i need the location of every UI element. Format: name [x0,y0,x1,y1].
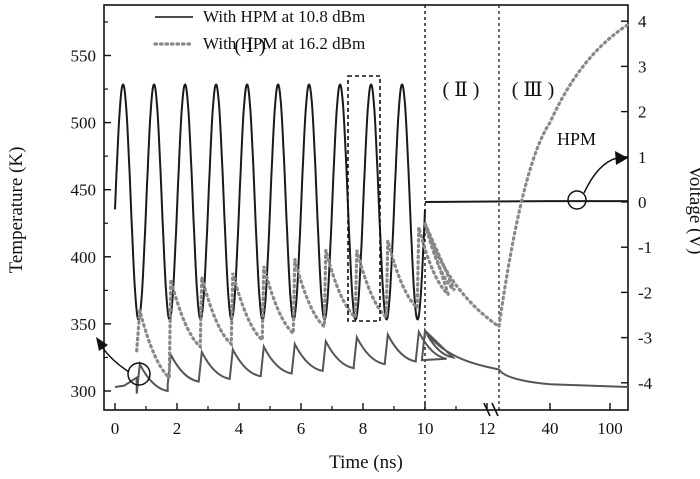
annotation-arrow-left [101,346,130,373]
y-right-tick-label: -4 [638,374,653,393]
y-right-tick-label: 4 [638,12,647,31]
y-left-tick-label: 350 [71,315,97,334]
x-tick-label: 8 [359,419,368,438]
y-right-tick-label: 0 [638,193,647,212]
region-label-ii: ( Ⅱ ) [443,79,480,101]
annotation-hpm-label: HPM [557,129,596,149]
plot-frame [103,4,629,411]
x-axis-ticks: 0 2 4 6 8 10 12 40 100 [111,403,623,438]
x-tick-label: 40 [542,419,559,438]
x-tick-label: 0 [111,419,120,438]
series-16-2-dbm [135,23,630,382]
y-left-tick-label: 450 [71,181,97,200]
legend-label-10-8: With HPM at 10.8 dBm [203,7,365,26]
y-left-axis-ticks: 300 350 400 450 500 550 [71,21,111,401]
x-tick-label: 100 [597,419,623,438]
y-right-tick-label: -2 [638,283,652,302]
x-axis-title: Time (ns) [329,452,403,473]
legend-label-16-2: With HPM at 16.2 dBm [203,34,365,53]
highlight-period-box [347,75,381,322]
x-tick-label: 12 [479,419,496,438]
y-left-axis-title: Temperature (K) [6,147,27,274]
x-tick-label: 6 [297,419,306,438]
y-right-tick-label: -1 [638,238,652,257]
y-left-tick-label: 400 [71,248,97,267]
y-right-tick-label: 3 [638,57,647,76]
series-hpm-voltage [114,83,628,321]
annotation-circle-voltage [567,190,587,210]
region-label-i: ( Ⅰ ) [234,35,265,57]
y-right-axis-title: Voltage (V) [685,166,700,255]
annotation-arrow-right [583,157,618,194]
y-right-tick-label: -3 [638,329,652,348]
annotation-arrowhead-left [96,337,108,351]
y-right-tick-label: 2 [638,103,647,122]
y-right-tick-label: 1 [638,148,647,167]
region-label-iii: ( Ⅲ ) [512,79,555,101]
x-tick-label: 10 [417,419,434,438]
y-right-axis-ticks: -4 -3 -2 -1 0 1 2 3 4 [621,12,653,393]
series-10-8-dbm [114,327,629,394]
annotation-circle-temperature [127,362,151,386]
x-axis-break-mark [483,402,499,417]
annotation-arrowhead-right [615,151,628,165]
x-tick-label: 2 [173,419,182,438]
x-tick-label: 4 [235,419,244,438]
y-left-tick-label: 500 [71,114,97,133]
y-left-tick-label: 550 [71,47,97,66]
y-left-tick-label: 300 [71,382,97,401]
legend: With HPM at 10.8 dBm With HPM at 16.2 dB… [153,7,365,53]
